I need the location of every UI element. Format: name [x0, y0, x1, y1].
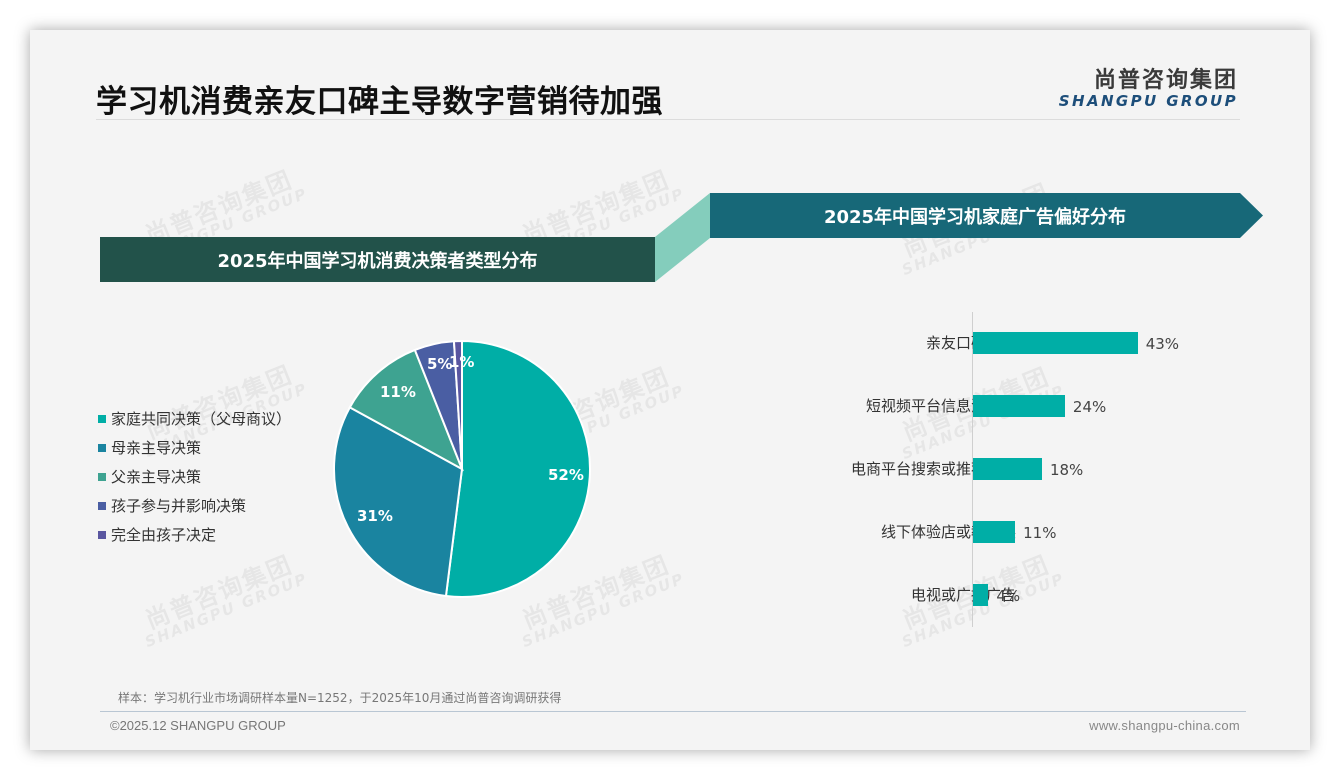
copyright-text: ©2025.12 SHANGPU GROUP	[110, 718, 286, 733]
bar-value: 4%	[996, 587, 1021, 605]
bar	[973, 584, 989, 606]
footer-divider	[100, 711, 1246, 712]
pie-label-1: 1%	[449, 353, 475, 371]
pie-slice	[333, 405, 464, 598]
bar-row: 线下体验店或教育展 11%	[760, 520, 1260, 544]
sample-footnote: 样本：学习机行业市场调研样本量N=1252，于2025年10月通过尚普咨询调研获…	[118, 691, 562, 705]
legend-label: 家庭共同决策（父母商议）	[111, 410, 292, 428]
legend-swatch-icon	[98, 414, 106, 423]
pie-slice	[452, 339, 463, 470]
legend-item: 完全由孩子决定	[98, 520, 291, 549]
bar-value: 24%	[1072, 398, 1107, 416]
legend-swatch-icon	[98, 530, 106, 539]
legend-item: 孩子参与并影响决策	[98, 491, 291, 520]
pie-slice	[348, 348, 464, 472]
bar-row: 电商平台搜索或推荐广告 18%	[760, 457, 1260, 481]
left-chart-banner: 2025年中国学习机消费决策者类型分布	[100, 237, 655, 282]
logo-cn-text: 尚普咨询集团	[1093, 68, 1238, 93]
bar-row: 电视或广播广告 4%	[760, 583, 1260, 607]
header-divider	[96, 119, 1240, 120]
bar-value: 18%	[1049, 461, 1084, 479]
bar-row: 亲友口碑推荐 43%	[760, 331, 1260, 355]
pie-legend: 家庭共同决策（父母商议） 母亲主导决策 父亲主导决策 孩子参与并影响决策 完全由…	[98, 404, 291, 549]
logo-en-text: SHANGPU GROUP	[1058, 92, 1238, 110]
legend-item: 父亲主导决策	[98, 462, 291, 491]
pie-label-52: 52%	[548, 466, 584, 484]
bar	[973, 521, 1016, 543]
bar-row: 短视频平台信息流广告 24%	[760, 394, 1260, 418]
slide-card	[30, 30, 1310, 750]
bar	[973, 395, 1065, 417]
bar-value: 11%	[1023, 524, 1057, 542]
legend-label: 完全由孩子决定	[111, 526, 217, 544]
legend-item: 家庭共同决策（父母商议）	[98, 404, 291, 433]
legend-swatch-icon	[98, 501, 106, 510]
legend-label: 父亲主导决策	[111, 468, 202, 486]
pie-svg	[333, 339, 591, 598]
bar	[973, 332, 1138, 354]
arrow-banner-shape	[710, 193, 1263, 238]
bar	[973, 458, 1042, 480]
brand-logo: 尚普咨询集团 SHANGPU GROUP	[1059, 62, 1238, 110]
pie-label-31: 31%	[357, 507, 393, 525]
pie-label-11: 11%	[380, 383, 416, 401]
right-chart-banner-label: 2025年中国学习机家庭广告偏好分布	[823, 206, 1127, 228]
banner-connector	[655, 193, 710, 282]
website-link[interactable]: www.shangpu-china.com	[1089, 718, 1240, 733]
right-chart-banner: 2025年中国学习机家庭广告偏好分布	[710, 193, 1263, 238]
legend-label: 孩子参与并影响决策	[111, 497, 247, 515]
bar-value: 43%	[1145, 335, 1180, 353]
decision-maker-pie-chart: 52% 31% 11% 5% 1%	[332, 338, 592, 605]
legend-swatch-icon	[98, 443, 106, 452]
page-title: 学习机消费亲友口碑主导数字营销待加强	[96, 84, 663, 120]
legend-item: 母亲主导决策	[98, 433, 291, 462]
pie-slice	[444, 339, 591, 598]
bar-chart-axis	[972, 312, 973, 627]
legend-label: 母亲主导决策	[111, 439, 202, 457]
bar-label: 电视或广播广告	[910, 586, 1016, 604]
legend-swatch-icon	[98, 472, 106, 481]
pie-label-5: 5%	[427, 355, 453, 373]
